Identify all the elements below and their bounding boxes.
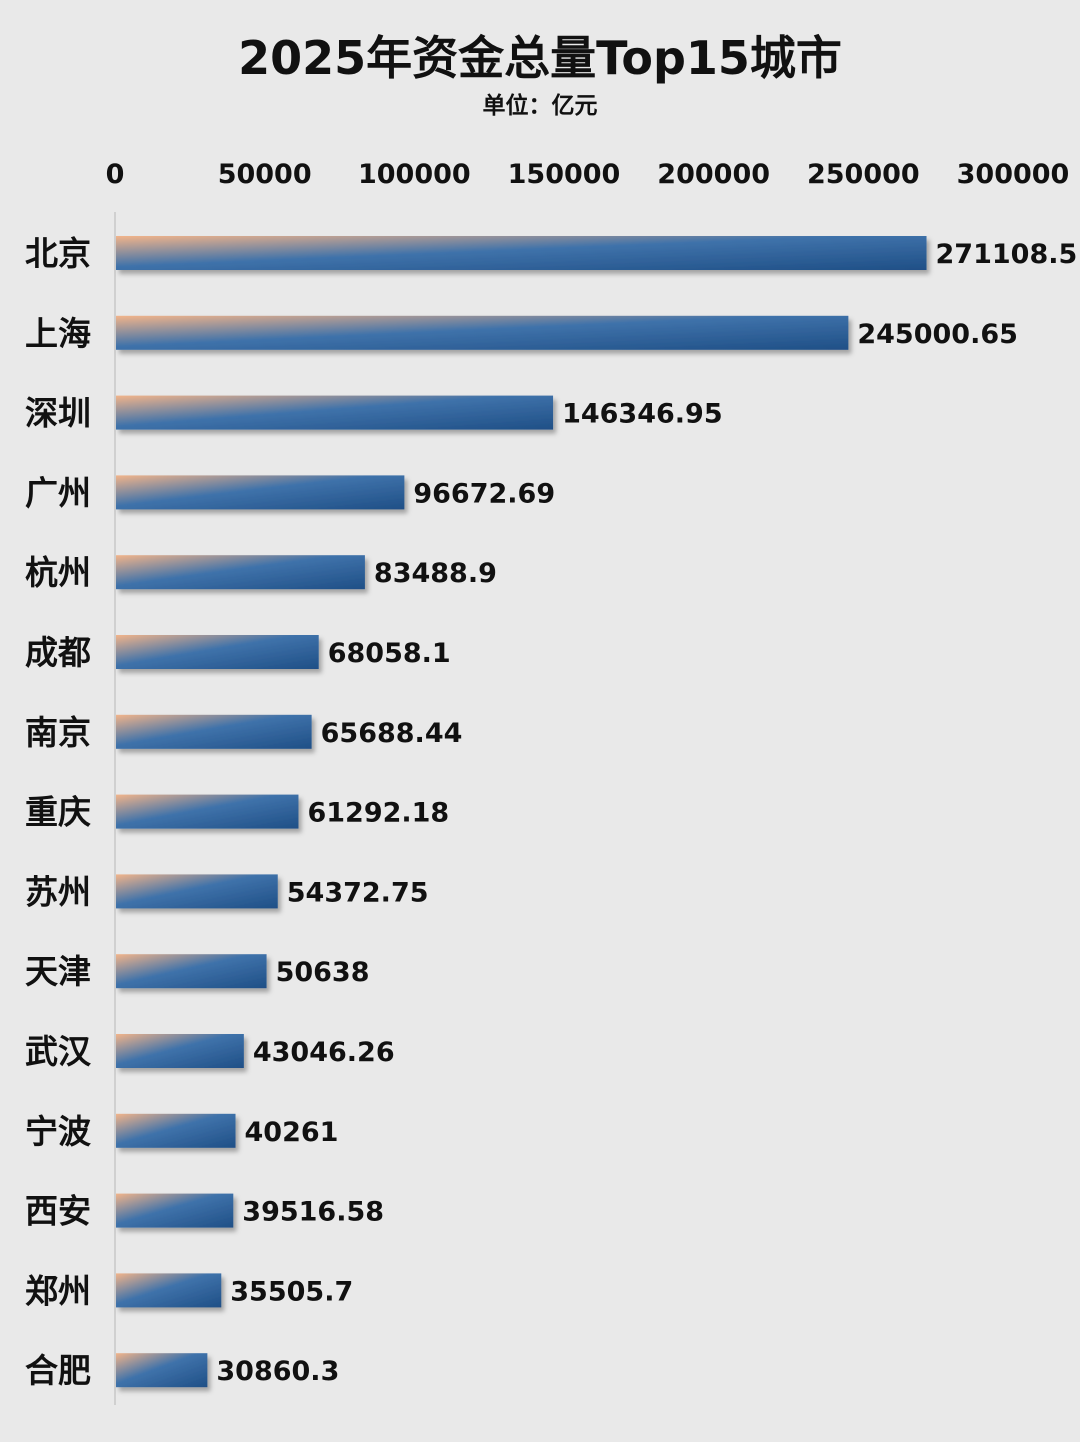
bar — [116, 475, 405, 510]
category-label: 广州 — [25, 473, 91, 512]
bar — [116, 714, 312, 749]
data-label: 68058.1 — [328, 638, 451, 669]
bar — [116, 1113, 236, 1148]
category-label: 南京 — [25, 713, 91, 752]
category-label: 天津 — [25, 952, 91, 991]
data-label: 96672.69 — [413, 478, 555, 509]
category-label: 成都 — [25, 633, 91, 672]
category-label: 重庆 — [25, 793, 91, 832]
bar — [116, 1273, 222, 1308]
category-label: 武汉 — [25, 1032, 92, 1071]
category-label: 合肥 — [25, 1351, 91, 1390]
data-label: 43046.26 — [253, 1037, 395, 1068]
bar — [116, 1193, 234, 1228]
data-label: 30860.3 — [216, 1356, 339, 1387]
data-label: 35505.7 — [230, 1276, 353, 1307]
chart-subtitle: 单位：亿元 — [482, 93, 598, 119]
x-tick-label: 50000 — [218, 159, 312, 190]
data-label: 271108.5 — [936, 239, 1078, 270]
data-label: 146346.95 — [562, 399, 723, 430]
bar — [116, 555, 365, 590]
category-label: 宁波 — [25, 1112, 91, 1151]
x-tick-label: 0 — [106, 159, 125, 190]
data-label: 83488.9 — [374, 558, 497, 589]
x-tick-label: 200000 — [657, 159, 770, 190]
category-label: 北京 — [25, 234, 91, 273]
bar — [116, 1034, 244, 1068]
bar — [116, 1353, 208, 1388]
bar — [116, 236, 927, 270]
bar — [116, 954, 267, 989]
data-label: 245000.65 — [857, 319, 1018, 350]
data-label: 50638 — [276, 957, 370, 988]
category-label: 深圳 — [25, 394, 91, 433]
data-label: 65688.44 — [321, 718, 463, 749]
chart-title: 2025年资金总量Top15城市 — [238, 31, 842, 85]
category-label: 上海 — [25, 314, 91, 353]
bar — [116, 794, 299, 829]
data-label: 39516.58 — [242, 1197, 384, 1228]
x-tick-label: 100000 — [358, 159, 471, 190]
x-tick-label: 250000 — [807, 159, 920, 190]
bar — [116, 315, 849, 350]
data-label: 40261 — [245, 1117, 339, 1148]
x-tick-label: 300000 — [957, 159, 1070, 190]
category-label: 苏州 — [25, 872, 91, 911]
bar — [116, 395, 554, 430]
x-tick-label: 150000 — [508, 159, 621, 190]
category-label: 郑州 — [25, 1271, 91, 1310]
data-label: 61292.18 — [307, 798, 449, 829]
bar — [116, 635, 319, 669]
data-label: 54372.75 — [287, 877, 429, 908]
category-label: 杭州 — [25, 553, 91, 592]
category-label: 西安 — [25, 1192, 91, 1231]
bar — [116, 874, 278, 909]
